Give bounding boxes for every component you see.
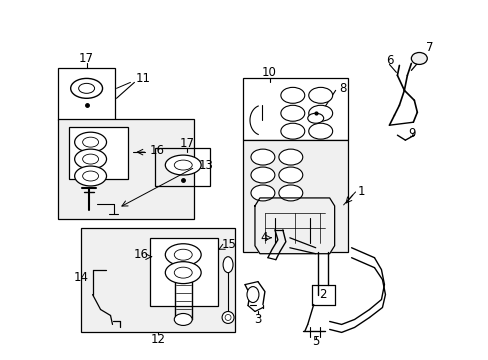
Ellipse shape	[174, 160, 192, 170]
Text: 13: 13	[198, 158, 213, 172]
Ellipse shape	[75, 149, 106, 169]
Ellipse shape	[165, 262, 201, 284]
Ellipse shape	[307, 113, 323, 123]
Ellipse shape	[75, 166, 106, 186]
Ellipse shape	[222, 311, 234, 323]
Ellipse shape	[246, 287, 259, 302]
Ellipse shape	[82, 137, 99, 147]
Text: 11: 11	[135, 72, 150, 85]
Ellipse shape	[174, 314, 192, 325]
Ellipse shape	[278, 149, 302, 165]
Text: 14: 14	[74, 271, 88, 284]
Text: 17: 17	[180, 137, 194, 150]
Text: 2: 2	[318, 288, 326, 301]
Text: 16: 16	[133, 248, 148, 261]
Bar	[155, 148, 210, 186]
Ellipse shape	[174, 249, 192, 260]
Text: 9: 9	[408, 127, 415, 140]
Text: 15: 15	[222, 238, 237, 251]
Text: 7: 7	[425, 41, 432, 54]
Ellipse shape	[165, 244, 201, 266]
Ellipse shape	[250, 185, 274, 201]
Ellipse shape	[165, 155, 201, 175]
Text: 8: 8	[339, 82, 346, 95]
Text: 3: 3	[254, 313, 261, 326]
Ellipse shape	[308, 123, 332, 139]
Ellipse shape	[250, 149, 274, 165]
Text: 5: 5	[311, 335, 319, 348]
Text: 12: 12	[150, 333, 165, 346]
Polygon shape	[254, 198, 334, 254]
Ellipse shape	[174, 267, 192, 278]
Ellipse shape	[280, 123, 304, 139]
Text: 4: 4	[260, 231, 267, 244]
Bar	[68, 127, 128, 179]
Text: 1: 1	[357, 185, 365, 198]
Ellipse shape	[224, 315, 230, 320]
Ellipse shape	[82, 154, 99, 164]
Bar	[150, 238, 218, 306]
Ellipse shape	[250, 167, 274, 183]
Ellipse shape	[410, 53, 427, 64]
Bar	[58, 68, 115, 120]
Text: 6: 6	[385, 54, 392, 67]
Ellipse shape	[82, 171, 99, 181]
Bar	[243, 78, 347, 140]
Text: 16: 16	[149, 144, 164, 157]
Ellipse shape	[308, 105, 332, 121]
Bar	[81, 228, 235, 332]
Ellipse shape	[280, 105, 304, 121]
Ellipse shape	[223, 257, 233, 273]
Ellipse shape	[79, 84, 94, 93]
Text: 10: 10	[262, 66, 276, 79]
Bar	[243, 140, 347, 252]
Ellipse shape	[280, 87, 304, 103]
Text: 17: 17	[79, 52, 94, 65]
Ellipse shape	[278, 167, 302, 183]
Ellipse shape	[278, 185, 302, 201]
Ellipse shape	[75, 132, 106, 152]
Bar	[58, 119, 194, 219]
Ellipse shape	[71, 78, 102, 98]
Ellipse shape	[308, 87, 332, 103]
